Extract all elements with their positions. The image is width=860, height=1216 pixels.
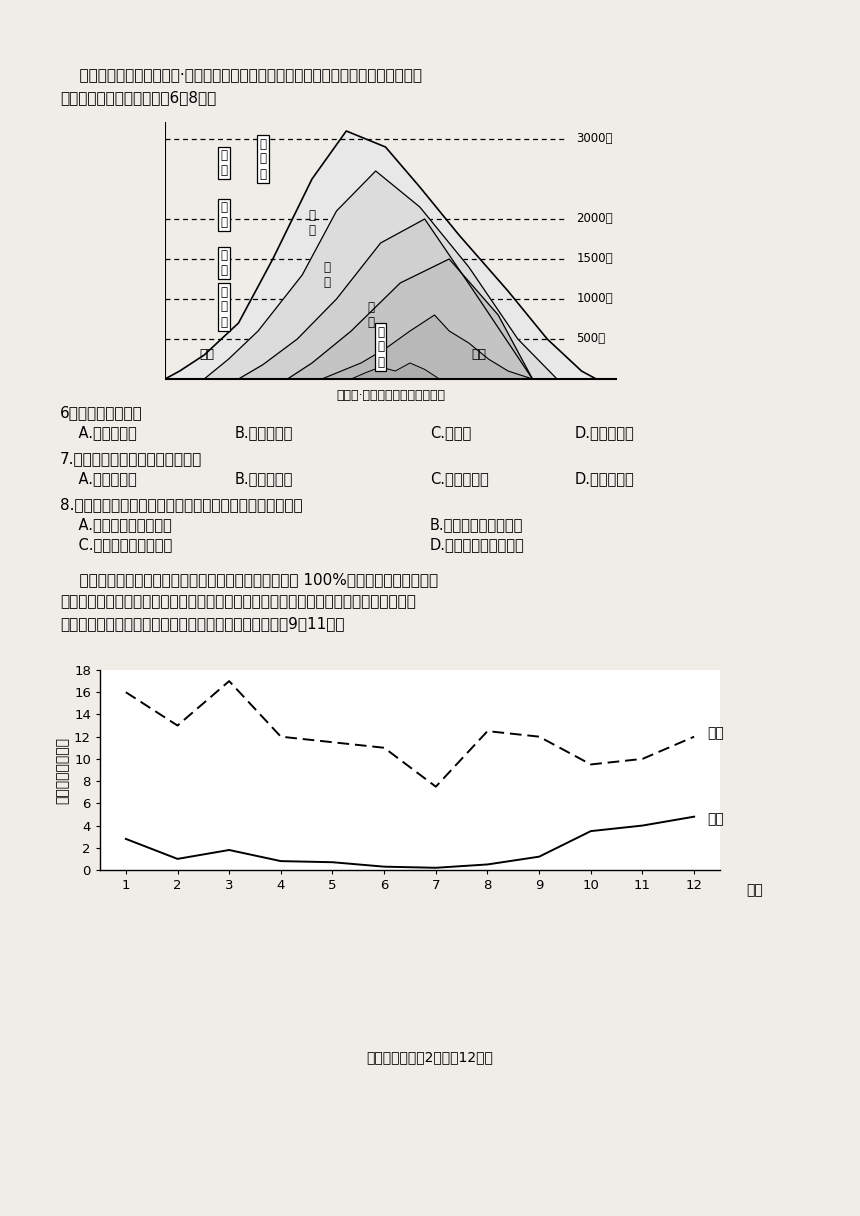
Text: 出树木分布图。读下图完成6－8题。: 出树木分布图。读下图完成6－8题。 [60, 90, 216, 105]
Text: 6．枢榆植被类型为: 6．枢榆植被类型为 [60, 405, 143, 420]
Text: 7.不同高度树种不同，主要是由于: 7.不同高度树种不同，主要是由于 [60, 451, 202, 466]
Polygon shape [238, 219, 532, 379]
Text: C.针叶林: C.针叶林 [430, 426, 471, 440]
Text: 2000米: 2000米 [576, 213, 613, 225]
Text: 有学者据我国古代《管子·地员篇》里描述，按照现代华北地区的海拔高度，顺次绘制: 有学者据我国古代《管子·地员篇》里描述，按照现代华北地区的海拔高度，顺次绘制 [60, 68, 422, 83]
Text: 凝结成细微的水滴悬浮于空中，使地面水平的能见度下降，这种天气现象称为雾。下图为: 凝结成细微的水滴悬浮于空中，使地面水平的能见度下降，这种天气现象称为雾。下图为 [60, 593, 416, 609]
Text: A.滥砍滥伐，获取木材: A.滥砍滥伐，获取木材 [60, 517, 172, 533]
Text: 山
杨: 山 杨 [323, 261, 330, 289]
Text: 枢榆: 枢榆 [200, 349, 214, 361]
Text: B.毁林开荒，获取粮食: B.毁林开荒，获取粮食 [430, 517, 524, 533]
Text: D.土壤的差异: D.土壤的差异 [575, 471, 635, 486]
Text: 山麓: 山麓 [707, 812, 724, 826]
Text: 蒿
叶
松: 蒿 叶 松 [260, 137, 267, 180]
Text: B.降水的差异: B.降水的差异 [235, 471, 293, 486]
Text: B.落叶阔叶林: B.落叶阔叶林 [235, 426, 293, 440]
Polygon shape [165, 131, 596, 379]
Text: 泉
英: 泉 英 [220, 249, 227, 277]
Text: D.气候变干，枯萎死亡: D.气候变干，枯萎死亡 [430, 537, 525, 552]
Text: 楂
椒: 楂 椒 [367, 302, 374, 330]
Polygon shape [351, 364, 439, 379]
Text: 1000米: 1000米 [576, 293, 613, 305]
Text: A.光照的差异: A.光照的差异 [60, 471, 137, 486]
Text: 文科综合试题第2页（共12页）: 文科综合试题第2页（共12页） [366, 1049, 494, 1064]
Text: 我国某风景区山腰与山麓各月平均雾日比较图，读图完成9～11题。: 我国某风景区山腰与山麓各月平均雾日比较图，读图完成9～11题。 [60, 617, 345, 631]
Text: 昆
泉: 昆 泉 [220, 150, 227, 178]
Text: 在水汽充足、微风及大气稳定的情况下，相对湿度达到 100%时，空气中的水汽使会: 在水汽充足、微风及大气稳定的情况下，相对湿度达到 100%时，空气中的水汽使会 [60, 572, 438, 587]
Text: 月份: 月份 [746, 883, 763, 897]
Text: C.栽种果树，获取水果: C.栽种果树，获取水果 [60, 537, 172, 552]
Text: 山
之
侧: 山 之 侧 [377, 326, 384, 368]
Text: 《管子·地员篇》山地植被示意图: 《管子·地员篇》山地植被示意图 [336, 389, 445, 401]
Text: A.常绿阔叶林: A.常绿阔叶林 [60, 426, 137, 440]
Text: D.针阔混交林: D.针阔混交林 [575, 426, 635, 440]
Text: 山
柳: 山 柳 [309, 209, 316, 237]
Text: 1500米: 1500米 [576, 253, 613, 265]
Text: 山腰: 山腰 [707, 726, 724, 741]
Text: 枢榆: 枢榆 [471, 349, 486, 361]
Polygon shape [287, 259, 532, 379]
Y-axis label: 月平均雾日（天）: 月平均雾日（天） [56, 737, 70, 804]
Text: 山
之
材: 山 之 材 [220, 286, 227, 328]
Text: C.热量的差异: C.热量的差异 [430, 471, 488, 486]
Polygon shape [204, 171, 557, 379]
Text: 500米: 500米 [576, 332, 605, 345]
Text: 8.现在有人发现该山树种的分布有很大变化，最主要是因为: 8.现在有人发现该山树种的分布有很大变化，最主要是因为 [60, 497, 303, 512]
Polygon shape [322, 315, 532, 379]
Text: 3000米: 3000米 [576, 133, 613, 146]
Text: 檀
桑: 檀 桑 [220, 201, 227, 229]
